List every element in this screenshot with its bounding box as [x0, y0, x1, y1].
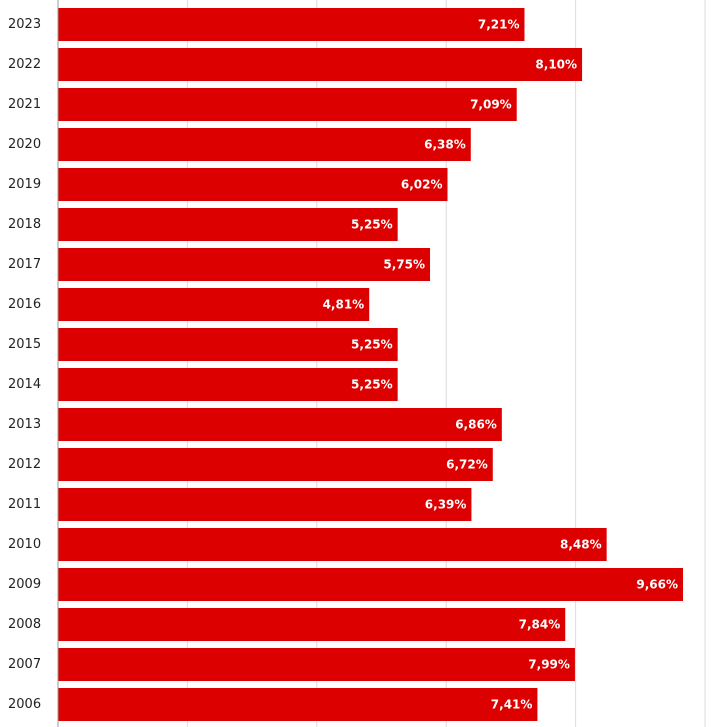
y-tick-label-2020: 2020 [8, 137, 41, 152]
y-tick-label-2013: 2013 [8, 417, 41, 432]
bar-2012 [58, 448, 493, 481]
y-tick-label-2010: 2010 [8, 537, 41, 552]
tick-labels: 2023 2022 2021 2020 2019 2018 2017 2016 2015 2014… [8, 17, 41, 712]
y-tick-label-2006: 2006 [8, 697, 41, 712]
y-tick-label-2019: 2019 [8, 177, 41, 192]
bar-2007 [58, 648, 575, 681]
y-tick-label-2007: 2007 [8, 657, 41, 672]
y-tick-label-2017: 2017 [8, 257, 41, 272]
data-label-2008: 7,84% [519, 618, 561, 632]
bar-2021 [58, 88, 517, 121]
bar-2016 [58, 288, 370, 321]
bar-2010 [58, 528, 607, 561]
bar-2022 [58, 48, 583, 81]
bar-2008 [58, 608, 566, 641]
y-tick-label-2016: 2016 [8, 297, 41, 312]
data-label-2017: 5,75% [383, 258, 425, 272]
data-label-2014: 5,25% [351, 378, 393, 392]
data-label-2022: 8,10% [535, 58, 577, 72]
y-tick-label-2014: 2014 [8, 377, 41, 392]
data-label-2020: 6,38% [424, 138, 466, 152]
bar-2018 [58, 208, 398, 241]
data-label-2013: 6,86% [455, 418, 497, 432]
bars: 7,21% 8,10% 7,09% 6,38% 6,02% 5,25% 5,75% 4,81%… [58, 8, 684, 721]
data-label-2011: 6,39% [425, 498, 467, 512]
y-tick-label-2022: 2022 [8, 57, 41, 72]
data-label-2023: 7,21% [478, 18, 520, 32]
y-tick-label-2009: 2009 [8, 577, 41, 592]
y-tick-label-2018: 2018 [8, 217, 41, 232]
data-label-2012: 6,72% [446, 458, 488, 472]
data-label-2018: 5,25% [351, 218, 393, 232]
data-label-2006: 7,41% [491, 698, 533, 712]
y-tick-label-2021: 2021 [8, 97, 41, 112]
data-label-2019: 6,02% [401, 178, 443, 192]
bar-2009 [58, 568, 684, 601]
y-tick-label-2012: 2012 [8, 457, 41, 472]
data-label-2021: 7,09% [470, 98, 512, 112]
y-tick-label-2023: 2023 [8, 17, 41, 32]
data-label-2010: 8,48% [560, 538, 602, 552]
bar-2019 [58, 168, 448, 201]
bar-2015 [58, 328, 398, 361]
bar-2011 [58, 488, 472, 521]
bar-2023 [58, 8, 525, 41]
y-tick-label-2015: 2015 [8, 337, 41, 352]
data-label-2015: 5,25% [351, 338, 393, 352]
bar-2017 [58, 248, 431, 281]
data-label-2016: 4,81% [323, 298, 365, 312]
y-tick-label-2008: 2008 [8, 617, 41, 632]
y-tick-label-2011: 2011 [8, 497, 41, 512]
bar-2014 [58, 368, 398, 401]
data-label-2007: 7,99% [528, 658, 570, 672]
bar-2006 [58, 688, 538, 721]
bar-2020 [58, 128, 471, 161]
data-label-2009: 9,66% [636, 578, 678, 592]
bar-2013 [58, 408, 502, 441]
